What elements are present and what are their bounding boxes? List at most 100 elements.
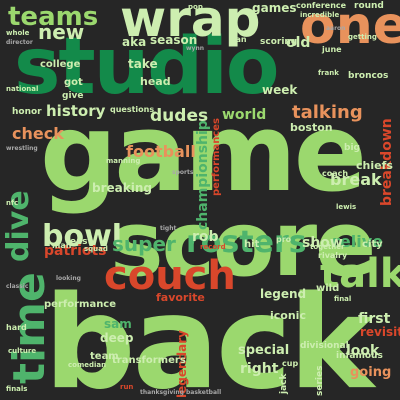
word-coach: coach xyxy=(322,169,349,178)
word-round: round xyxy=(354,1,384,11)
word-incredible: incredible xyxy=(300,11,340,19)
word-one: one xyxy=(300,0,400,56)
word-national: national xyxy=(6,85,39,93)
word-world: world xyxy=(222,107,267,123)
word-breaking: breaking xyxy=(92,181,152,195)
word-squad: squad xyxy=(84,245,108,253)
word-scoring: scoring xyxy=(260,37,298,47)
word-history: history xyxy=(46,102,106,120)
word-wrestling: wrestling xyxy=(6,145,38,152)
word-week: week xyxy=(262,83,298,97)
word-chiefs: chiefs xyxy=(356,159,393,172)
word-sam: sam xyxy=(104,317,132,331)
word-series: series xyxy=(315,365,325,396)
word-divisional: divisional xyxy=(300,341,349,351)
word-season: season xyxy=(150,33,198,47)
word-pop: pop xyxy=(188,3,203,11)
word-aka: aka xyxy=(122,35,147,49)
word-broncos: broncos xyxy=(348,71,389,81)
word-studio: studio xyxy=(14,22,279,112)
word-talking: talking xyxy=(292,102,363,123)
word-performance: performance xyxy=(44,299,117,310)
word-couch: couch xyxy=(104,253,236,299)
word-basketball: basketball xyxy=(186,389,222,396)
word-record: record xyxy=(200,243,226,251)
word-championship: championship xyxy=(195,120,211,230)
word-relive: relive xyxy=(332,232,383,251)
word-together: together xyxy=(310,243,345,251)
word-rob: rob xyxy=(192,229,219,245)
word-culture: culture xyxy=(8,347,37,355)
word-hit: hit xyxy=(244,239,260,250)
word-iconic: iconic xyxy=(270,309,306,322)
word-bowl: bowl xyxy=(42,219,123,254)
word-getting: getting xyxy=(348,33,377,41)
word-break: break xyxy=(330,170,382,189)
word-aaron: aaron xyxy=(326,25,346,32)
word-finals: finals xyxy=(6,385,28,393)
word-fan: fan xyxy=(232,35,247,44)
word-tight: tight xyxy=(160,225,177,232)
word-final: final xyxy=(334,295,352,303)
word-going: going xyxy=(350,365,392,380)
word-performances: performances xyxy=(211,118,222,196)
word-college: college xyxy=(40,59,81,70)
word-talk: talk xyxy=(320,251,400,297)
word-man: man xyxy=(52,241,72,250)
word-new: new xyxy=(38,20,85,44)
word-look: look xyxy=(346,343,380,359)
word-city: city xyxy=(362,239,383,250)
word-wild: wild xyxy=(316,283,340,294)
word-lewis: lewis xyxy=(336,203,357,211)
word-deep: deep xyxy=(100,331,134,345)
word-rivalry: rivalry xyxy=(318,251,348,260)
word-favorite: favorite xyxy=(156,291,205,304)
word-wrap: wrap xyxy=(120,0,261,48)
word-conference: conference xyxy=(296,1,347,10)
word-dudes: dudes xyxy=(150,106,209,126)
word-honor: honor xyxy=(12,107,42,117)
word-back: back xyxy=(44,269,374,400)
word-questions: questions xyxy=(110,105,155,114)
word-classic: classic xyxy=(6,283,29,290)
word-take: take xyxy=(128,57,158,71)
word-score: score xyxy=(110,192,376,297)
word-big: big xyxy=(344,143,360,153)
word-wynn: wynn xyxy=(186,45,204,52)
word-frank: frank xyxy=(318,69,339,77)
word-rosters: rosters xyxy=(186,225,307,260)
word-old: old xyxy=(286,35,311,51)
word-east: east xyxy=(70,237,92,247)
word-revisit: revisit xyxy=(360,325,400,339)
word-teams: teams xyxy=(8,2,99,32)
word-first: first xyxy=(358,311,391,327)
word-football: football xyxy=(126,142,196,161)
word-show: show xyxy=(302,235,343,251)
word-check: check xyxy=(12,124,64,143)
word-thanksgiving: thanksgiving xyxy=(140,389,184,396)
word-cup: cup xyxy=(282,359,299,368)
word-super: super xyxy=(112,232,176,256)
word-june: june xyxy=(322,45,342,54)
word-whole: whole xyxy=(6,29,30,37)
word-jack: jack xyxy=(279,373,289,394)
word-comedian: comedian xyxy=(68,361,107,369)
word-infamous: infamous xyxy=(336,351,383,361)
word-games: games xyxy=(252,1,297,15)
word-right: right xyxy=(240,361,279,377)
word-transformers: transformers xyxy=(112,355,186,366)
word-game: game xyxy=(40,91,367,216)
word-manning: manning xyxy=(106,157,141,165)
word-head: head xyxy=(140,75,171,88)
word-got: got xyxy=(64,77,83,88)
word-run: run xyxy=(120,383,134,391)
word-hard: hard xyxy=(6,323,27,332)
word-patriots: patriots xyxy=(44,243,107,259)
word-special: special xyxy=(238,343,290,358)
word-nfc: nfc xyxy=(6,199,19,207)
word-legend: legend xyxy=(260,287,307,301)
word-team: team xyxy=(90,351,119,362)
word-boston: boston xyxy=(290,121,333,134)
word-pro: pro xyxy=(276,235,292,244)
